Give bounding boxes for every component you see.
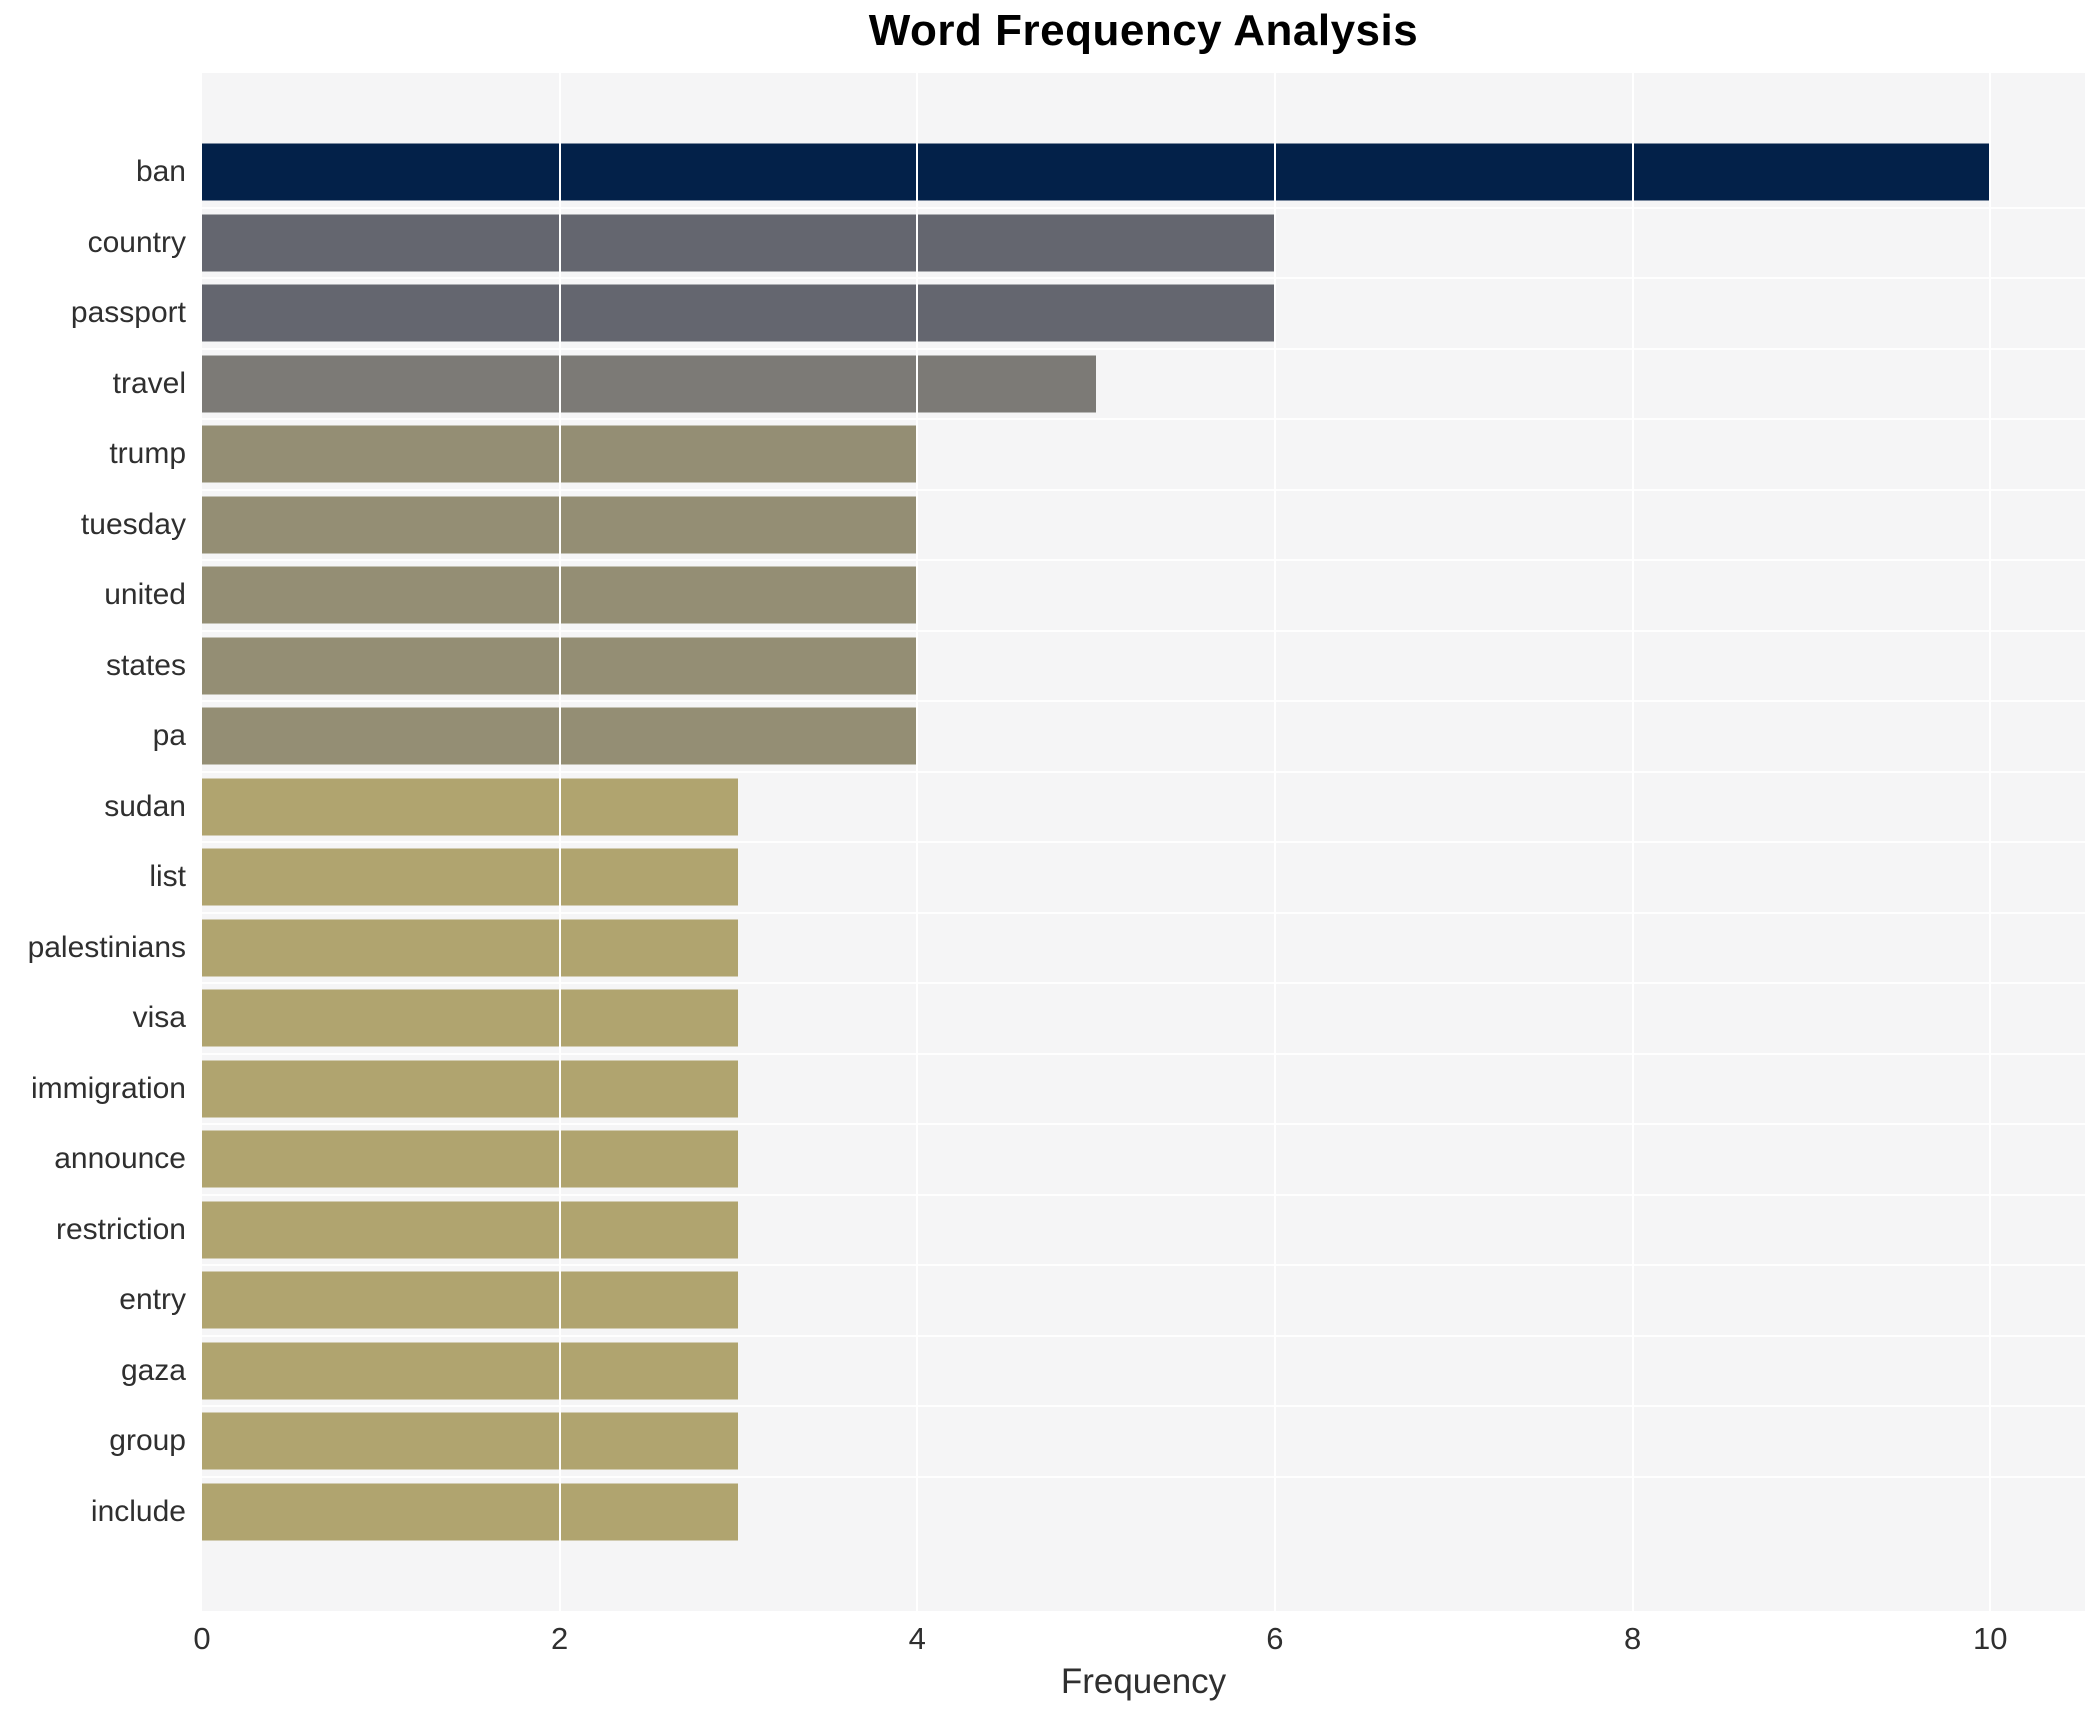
- x-axis-ticks: 0 2 4 6 8 10: [193, 1611, 2085, 1663]
- y-label-states: states: [105, 648, 186, 682]
- bar-passport: [202, 284, 1275, 342]
- bar-ban: [202, 143, 1991, 201]
- bar-sudan: [202, 778, 739, 836]
- bar-palestinians: [202, 919, 739, 977]
- y-label-palestinians: palestinians: [27, 930, 186, 964]
- y-label-gaza: gaza: [120, 1353, 186, 1387]
- y-label-immigration: immigration: [30, 1071, 186, 1105]
- bar-visa: [202, 989, 739, 1047]
- row-separator: [202, 1123, 2085, 1125]
- row-separator: [202, 841, 2085, 843]
- y-label-country: country: [87, 225, 186, 259]
- y-label-tuesday: tuesday: [80, 507, 186, 541]
- y-label-visa: visa: [132, 1001, 186, 1035]
- y-label-include: include: [90, 1494, 186, 1528]
- y-label-trump: trump: [109, 437, 186, 471]
- row-separator: [202, 1475, 2085, 1478]
- bar-restriction: [202, 1201, 739, 1259]
- row-separator: [202, 629, 2085, 632]
- y-label-restriction: restriction: [55, 1212, 186, 1246]
- bar-group: [202, 1412, 739, 1470]
- row-separator: [202, 1193, 2085, 1196]
- row-separator: [202, 982, 2085, 984]
- row-separator: [202, 700, 2085, 702]
- y-label-sudan: sudan: [104, 789, 186, 823]
- x-tick-8: 8: [1623, 1621, 1642, 1656]
- gridline-x-4: [916, 73, 919, 1611]
- y-label-ban: ban: [135, 155, 186, 189]
- bar-immigration: [202, 1060, 739, 1118]
- y-label-entry: entry: [119, 1283, 186, 1317]
- chart-title: Word Frequency Analysis: [868, 6, 1419, 55]
- x-tick-6: 6: [1266, 1621, 1284, 1656]
- bar-country: [202, 214, 1275, 272]
- plot-area: [202, 73, 2085, 1611]
- x-axis-title: Frequency: [1060, 1662, 1227, 1701]
- row-separator: [202, 559, 2085, 561]
- row-separator: [202, 1052, 2085, 1055]
- bar-announce: [202, 1130, 739, 1188]
- row-separator: [202, 206, 2085, 209]
- row-separator: [202, 488, 2085, 491]
- row-separator: [202, 1264, 2085, 1266]
- y-label-announce: announce: [54, 1142, 186, 1176]
- row-separator: [202, 1405, 2085, 1407]
- bar-travel: [202, 355, 1097, 413]
- bar-include: [202, 1483, 739, 1541]
- gridline-x-8: [1631, 73, 1634, 1611]
- bar-list: [202, 848, 739, 906]
- x-tick-0: 0: [193, 1621, 211, 1656]
- x-tick-4: 4: [908, 1621, 926, 1656]
- row-separator: [202, 911, 2085, 914]
- gridline-x-10: [1989, 73, 1992, 1611]
- y-label-pa: pa: [152, 719, 186, 753]
- y-label-group: group: [109, 1424, 186, 1458]
- row-separator: [202, 347, 2085, 350]
- row-separator: [202, 770, 2085, 773]
- y-axis-labels: ban country passport travel trump tuesday unit…: [0, 73, 202, 1611]
- y-label-travel: travel: [112, 366, 186, 400]
- row-separator: [202, 277, 2085, 279]
- row-separator: [202, 418, 2085, 420]
- y-label-passport: passport: [70, 296, 186, 330]
- bar-gaza: [202, 1342, 739, 1400]
- gridline-x-2: [558, 73, 561, 1611]
- row-separator: [202, 1334, 2085, 1337]
- bar-entry: [202, 1271, 739, 1329]
- y-label-united: united: [104, 578, 186, 612]
- x-tick-10: 10: [1972, 1621, 2008, 1656]
- y-label-list: list: [149, 860, 186, 894]
- x-tick-2: 2: [551, 1621, 569, 1656]
- gridline-x-6: [1273, 73, 1276, 1611]
